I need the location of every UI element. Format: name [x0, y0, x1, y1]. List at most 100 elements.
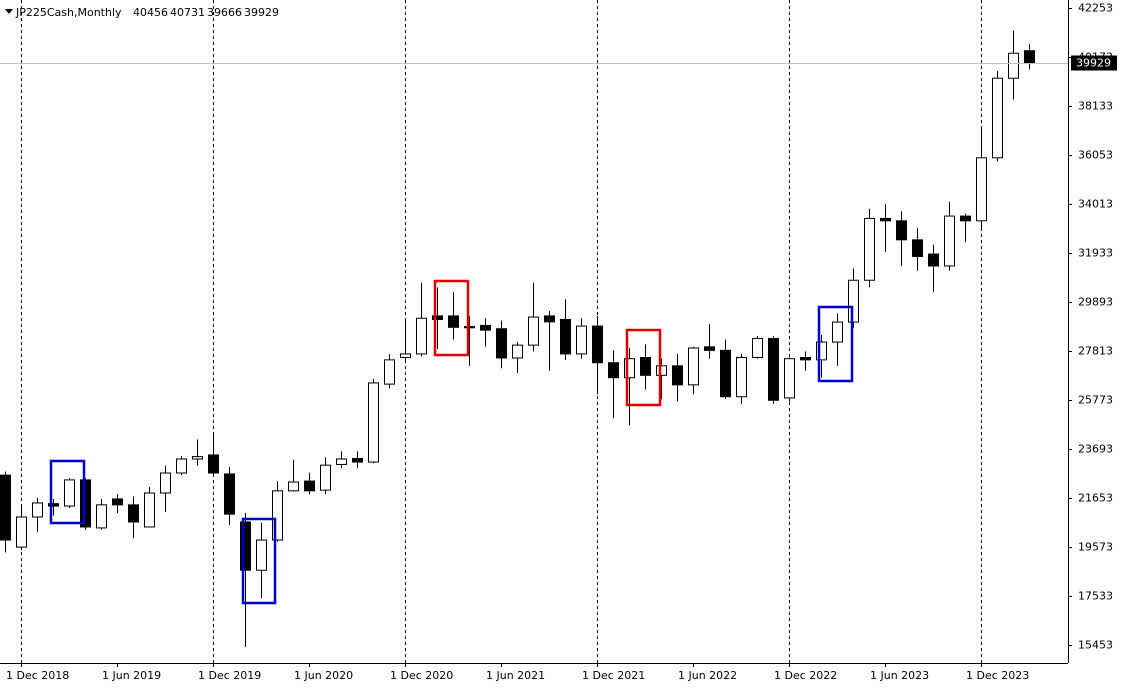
y-tick-label: 34013: [1078, 198, 1113, 211]
x-tick-label: 1 Dec 2019: [198, 669, 261, 682]
candle-body: [304, 480, 315, 492]
candle-body: [208, 454, 219, 474]
y-tick-label: 36053: [1078, 149, 1113, 162]
candle-body: [928, 253, 939, 267]
candle-body: [944, 215, 955, 267]
candle-body: [576, 325, 587, 355]
candle-body: [256, 539, 267, 571]
candle-body: [544, 315, 555, 323]
candle-body: [0, 474, 11, 541]
candle-body: [1008, 52, 1019, 79]
x-tick-label: 1 Dec 2018: [6, 669, 69, 682]
candle-body: [448, 315, 459, 328]
highlight-box: [817, 305, 854, 383]
y-tick-label: 42253: [1078, 2, 1113, 15]
candle-body: [352, 458, 363, 463]
candle-body: [272, 490, 283, 541]
candle-body: [176, 458, 187, 474]
highlight-box: [49, 459, 86, 525]
candle-body: [624, 358, 635, 379]
x-tick-label: 1 Dec 2020: [390, 669, 453, 682]
candle-body: [128, 504, 139, 523]
y-tick-label: 29893: [1078, 296, 1113, 309]
candle-body: [704, 346, 715, 351]
candle-body: [848, 279, 859, 323]
ohlc-high: 40731: [170, 6, 205, 19]
x-tick-label: 1 Dec 2021: [582, 669, 645, 682]
candle-body: [864, 217, 875, 281]
candle-body: [800, 356, 811, 361]
highlight-box: [433, 279, 470, 357]
candle-body: [432, 315, 443, 320]
price-label-box: [1071, 55, 1117, 71]
y-tick-label: 31933: [1078, 247, 1113, 260]
candle-body: [880, 217, 891, 222]
candle-body: [32, 502, 43, 518]
candle-body: [288, 481, 299, 492]
candle-body: [992, 77, 1003, 159]
candle-body: [416, 317, 427, 355]
candle-body: [96, 504, 107, 529]
candle-body: [816, 341, 827, 361]
candle-body: [1024, 50, 1035, 64]
candle-body: [240, 521, 251, 571]
candle-body: [144, 492, 155, 528]
candle-body: [752, 337, 763, 358]
x-tick-label: 1 Jun 2020: [294, 669, 353, 682]
candle-body: [976, 157, 987, 222]
candle-body: [672, 365, 683, 386]
candle-body: [640, 356, 651, 376]
ohlc-close: 39929: [244, 6, 279, 19]
candle-body: [608, 362, 619, 379]
candle-body: [528, 316, 539, 346]
candle-body: [464, 326, 475, 329]
price-label: 39929: [1076, 57, 1111, 70]
candle-body: [64, 479, 75, 507]
candle-body: [656, 365, 667, 376]
candle-body: [192, 456, 203, 460]
candle-body: [896, 220, 907, 241]
y-tick-label: 38133: [1078, 100, 1113, 113]
candle-body: [720, 349, 731, 398]
highlight-box: [241, 517, 277, 605]
ohlc-low: 39666: [207, 6, 242, 19]
x-tick-label: 1 Jun 2023: [870, 669, 929, 682]
candle-body: [80, 479, 91, 528]
x-tick-label: 1 Jun 2022: [678, 669, 737, 682]
candle-body: [832, 321, 843, 343]
candle-body: [320, 464, 331, 491]
candle-body: [400, 353, 411, 358]
candle-body: [224, 473, 235, 515]
y-tick-label: 23693: [1078, 443, 1113, 456]
candle-body: [688, 347, 699, 386]
y-tick-label: 25773: [1078, 394, 1113, 407]
x-tick-label: 1 Jun 2019: [102, 669, 161, 682]
candle-body: [368, 382, 379, 463]
candle-body: [784, 358, 795, 399]
candle-body: [960, 215, 971, 222]
candles: [0, 0, 1035, 663]
candle-body: [736, 356, 747, 398]
candle-body: [336, 458, 347, 465]
candle-body: [112, 498, 123, 506]
candle-body: [16, 516, 27, 548]
x-tick-label: 1 Dec 2023: [966, 669, 1029, 682]
candle-body: [560, 318, 571, 355]
candle-body: [512, 344, 523, 359]
candle-body: [384, 359, 395, 385]
collapse-icon[interactable]: [5, 9, 13, 14]
y-tick-label: 19573: [1078, 541, 1113, 554]
candle-body: [160, 472, 171, 494]
candle-body: [496, 328, 507, 359]
y-tick-label: 21653: [1078, 492, 1113, 505]
ohlc-open: 40456: [133, 6, 168, 19]
highlight-box: [625, 328, 662, 407]
x-tick-label: 1 Dec 2022: [774, 669, 837, 682]
candle-body: [768, 337, 779, 401]
candle-body: [48, 503, 59, 507]
y-tick-label: 15453: [1078, 639, 1113, 652]
chart-title: JP225Cash,Monthly: [15, 6, 122, 19]
y-tick-label: 17533: [1078, 590, 1113, 603]
x-tick-label: 1 Jun 2021: [486, 669, 545, 682]
